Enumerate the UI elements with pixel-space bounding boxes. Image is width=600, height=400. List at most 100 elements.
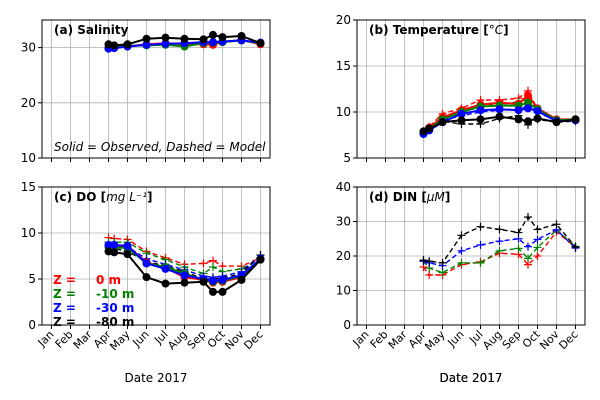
data-point xyxy=(209,276,217,285)
x-tick-label: Sep xyxy=(185,328,209,352)
data-point xyxy=(457,116,466,125)
data-point xyxy=(552,118,561,127)
data-point xyxy=(161,33,170,42)
data-point xyxy=(142,34,151,43)
data-point xyxy=(142,273,151,282)
y-tick-label: 20 xyxy=(336,249,351,263)
data-point xyxy=(476,115,485,124)
data-point xyxy=(218,275,227,284)
y-tick-label: 40 xyxy=(336,180,351,194)
panel-title-prefix: (c) DO [ xyxy=(54,190,106,204)
data-point xyxy=(104,240,113,249)
data-point xyxy=(524,98,532,107)
legend-entry-value: -30 m xyxy=(96,301,134,315)
axes-frame xyxy=(356,19,586,159)
y-tick-label: 5 xyxy=(343,151,351,165)
panel-title: (d) DIN [μM] xyxy=(369,190,450,204)
panel-temperature: 5 10 15 20 Date 2017 (b) Temperature [°C] xyxy=(336,13,586,385)
x-axis-label: Date 2017 xyxy=(439,371,502,385)
y-tick-label: 10 xyxy=(336,105,351,119)
y-tick-label: 30 xyxy=(21,41,36,55)
panel-title-suffix: ] xyxy=(445,190,450,204)
data-point xyxy=(209,287,217,296)
panel-title: (a) Salinity xyxy=(54,23,129,37)
data-point xyxy=(237,275,246,284)
data-point xyxy=(161,264,170,273)
x-tick-label: Dec xyxy=(556,328,580,352)
legend-entry-prefix: Z = xyxy=(53,287,76,301)
x-tick-label: Feb xyxy=(368,328,391,351)
panel-title-suffix: ] xyxy=(503,23,508,37)
data-point xyxy=(209,38,217,47)
y-tick-label: 20 xyxy=(336,13,351,27)
y-tick-label: 30 xyxy=(336,215,351,229)
panel-title-prefix: (a) Salinity xyxy=(54,23,129,37)
data-point xyxy=(514,115,523,124)
panel-title-suffix: ] xyxy=(147,190,152,204)
data-point xyxy=(110,240,119,249)
data-point xyxy=(524,117,532,126)
data-point xyxy=(199,35,208,44)
x-tick-label: Jun xyxy=(130,328,152,350)
x-tick-label: May xyxy=(422,328,448,354)
legend-entry-prefix: Z = xyxy=(53,301,76,315)
data-point xyxy=(180,271,189,280)
x-tick-label: May xyxy=(107,328,133,354)
y-tick-label: 5 xyxy=(28,272,36,286)
x-tick-label: Feb xyxy=(53,328,76,351)
x-tick-label: Dec xyxy=(241,328,265,352)
x-tick-label: Oct xyxy=(520,327,543,350)
legend-entry-value: 0 m xyxy=(96,273,121,287)
axes-frame xyxy=(41,186,271,326)
data-point xyxy=(438,118,447,127)
data-point xyxy=(161,39,170,48)
data-point xyxy=(495,105,504,114)
panel-title: (b) Temperature [°C] xyxy=(369,23,509,37)
data-point xyxy=(209,30,217,39)
data-point xyxy=(110,248,119,257)
data-point xyxy=(123,241,132,250)
data-point xyxy=(476,106,485,115)
legend-entry-value: -10 m xyxy=(96,287,134,301)
data-point xyxy=(533,114,542,123)
data-point xyxy=(142,259,151,268)
data-point xyxy=(256,39,265,48)
x-tick-label: Jan xyxy=(350,328,372,350)
x-tick-label: Jun xyxy=(445,328,467,350)
panel-annotation: Solid = Observed, Dashed = Model xyxy=(54,140,266,154)
y-tick-label: 15 xyxy=(21,180,36,194)
y-tick-label: 0 xyxy=(28,318,36,332)
data-point xyxy=(457,109,466,118)
data-point xyxy=(161,279,170,288)
data-point xyxy=(110,41,119,50)
legend-entry-prefix: Z = xyxy=(53,315,76,329)
panel-title-prefix: (b) Temperature [ xyxy=(369,23,489,37)
panel-title-unit: mg L⁻¹ xyxy=(106,190,147,204)
legend-entry: Z = -80 m xyxy=(53,315,134,329)
legend-entry: Z = -10 m xyxy=(53,287,134,301)
y-tick-label: 10 xyxy=(336,284,351,298)
legend-entry-prefix: Z = xyxy=(53,273,76,287)
legend-entry: Z = 0 m xyxy=(53,273,121,287)
panel-title-unit: °C xyxy=(489,23,504,37)
panel-title-prefix: (d) DIN [ xyxy=(369,190,427,204)
panel-title: (c) DO [mg L⁻¹] xyxy=(54,190,153,204)
data-point xyxy=(142,40,151,49)
data-point xyxy=(425,124,434,133)
legend-entry-value: -80 m xyxy=(96,315,134,329)
data-point xyxy=(123,250,132,259)
legend-entry: Z = -30 m xyxy=(53,301,134,315)
y-tick-label: 10 xyxy=(21,151,36,165)
data-point xyxy=(180,34,189,43)
panel-salinity: 10 20 30 (a) Salinity Solid = Observed, Dash… xyxy=(21,19,271,165)
data-point xyxy=(256,255,265,264)
series-line-model-10m xyxy=(422,229,576,274)
y-tick-label: 10 xyxy=(21,226,36,240)
data-point xyxy=(218,33,227,42)
y-tick-label: 20 xyxy=(21,96,36,110)
data-point xyxy=(180,278,189,287)
data-point xyxy=(218,287,227,296)
